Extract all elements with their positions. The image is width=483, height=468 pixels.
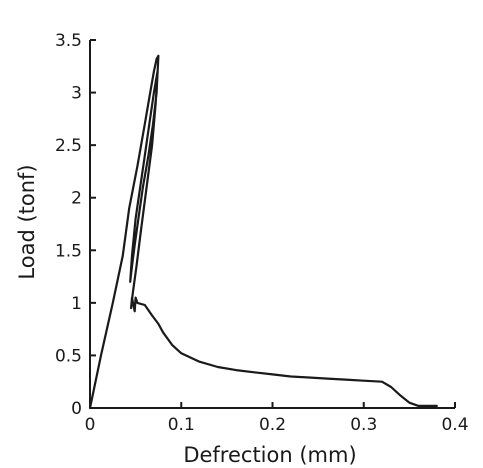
series-group [88,54,438,410]
y-tick-label: 3.5 [55,31,82,51]
x-tick-label: 0.2 [259,415,286,435]
y-tick-label: 2 [71,189,82,209]
y-ticks: 0 0.5 1 1.5 2 2.5 3 3.5 [55,31,96,419]
y-tick-label: 2.5 [55,136,82,156]
x-tick-label: 0.1 [168,415,195,435]
y-tick-label: 3 [71,84,82,104]
x-tick-label: 0 [85,415,96,435]
x-tick-label: 0.3 [350,415,377,435]
load-deflection-curve [88,54,438,410]
y-tick-label: 0 [71,399,82,419]
x-tick-label: 0.4 [441,415,468,435]
y-tick-label: 1.5 [55,241,82,261]
y-tick-label: 0.5 [55,346,82,366]
axes [89,40,455,409]
y-axis-title: Load (tonf) [15,164,39,279]
x-ticks: 0 0.1 0.2 0.3 0.4 [85,402,469,435]
y-tick-label: 1 [71,294,82,314]
x-axis-title: Defrection (mm) [183,443,356,467]
